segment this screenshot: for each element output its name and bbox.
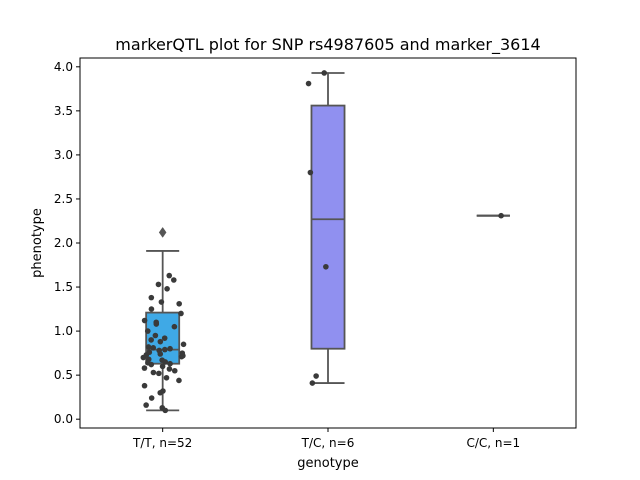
data-point (161, 335, 168, 341)
data-point (159, 357, 165, 363)
data-point (159, 363, 166, 370)
y-tick-label: 2.5 (54, 192, 73, 206)
data-point (150, 345, 157, 351)
data-point (176, 377, 182, 384)
outlier-marker (158, 226, 167, 238)
y-tick-label: 3.0 (54, 148, 73, 162)
data-point (309, 380, 316, 386)
y-tick-label: 0.0 (54, 412, 73, 426)
data-point (164, 286, 170, 292)
data-point (179, 350, 186, 356)
data-point (148, 395, 155, 401)
x-axis-label: genotype (297, 456, 358, 471)
x-axis: T/T, n=52 T/C, n=6 C/C, n=1 (132, 428, 520, 450)
x-tick-label: C/C, n=1 (466, 436, 520, 450)
y-tick-label: 2.0 (54, 236, 73, 250)
data-point (141, 382, 148, 389)
y-tick-label: 1.5 (54, 280, 73, 294)
data-point (157, 338, 164, 345)
data-point (155, 281, 162, 288)
data-point (171, 323, 178, 330)
data-point (146, 349, 153, 356)
data-point (305, 80, 312, 87)
data-point (156, 347, 162, 354)
data-point (313, 373, 319, 379)
data-point (171, 367, 178, 374)
data-point (167, 360, 173, 367)
data-point (160, 388, 166, 394)
data-point (166, 272, 173, 279)
data-point (148, 294, 155, 301)
data-point (323, 263, 329, 270)
data-point (170, 277, 177, 283)
data-point (156, 370, 162, 377)
data-point (307, 169, 314, 176)
data-point (144, 328, 151, 334)
data-point (166, 366, 173, 372)
data-point (180, 341, 187, 348)
data-point (162, 346, 168, 353)
data-point (178, 310, 184, 317)
data-point (141, 317, 148, 324)
box-1 (145, 226, 181, 412)
box-2 (310, 72, 346, 384)
y-tick-label: 0.5 (54, 368, 73, 382)
data-point (145, 344, 152, 350)
data-point (167, 345, 173, 352)
y-axis-label: phenotype (30, 208, 45, 278)
data-point (158, 299, 165, 305)
data-point (163, 374, 170, 381)
x-tick-label: T/T, n=52 (132, 436, 192, 450)
box-iqr (310, 104, 346, 350)
data-point (148, 306, 155, 312)
data-point (162, 407, 169, 414)
data-point (152, 332, 159, 339)
data-point (153, 319, 160, 326)
data-point (145, 356, 152, 363)
data-point (150, 369, 157, 376)
box-series (145, 72, 510, 412)
x-tick-label: T/C, n=6 (301, 436, 355, 450)
y-axis: 0.0 0.5 1.0 1.5 2.0 2.5 3.0 3.5 4.0 (54, 60, 80, 426)
y-tick-label: 4.0 (54, 60, 73, 74)
point-series (140, 70, 504, 414)
data-point (498, 212, 504, 219)
data-point (143, 402, 149, 408)
data-point (176, 300, 182, 307)
data-point (148, 337, 154, 343)
data-point (321, 70, 328, 76)
y-tick-label: 1.0 (54, 324, 73, 338)
chart-title: markerQTL plot for SNP rs4987605 and mar… (115, 35, 540, 55)
data-point (141, 365, 148, 371)
y-tick-label: 3.5 (54, 104, 73, 118)
